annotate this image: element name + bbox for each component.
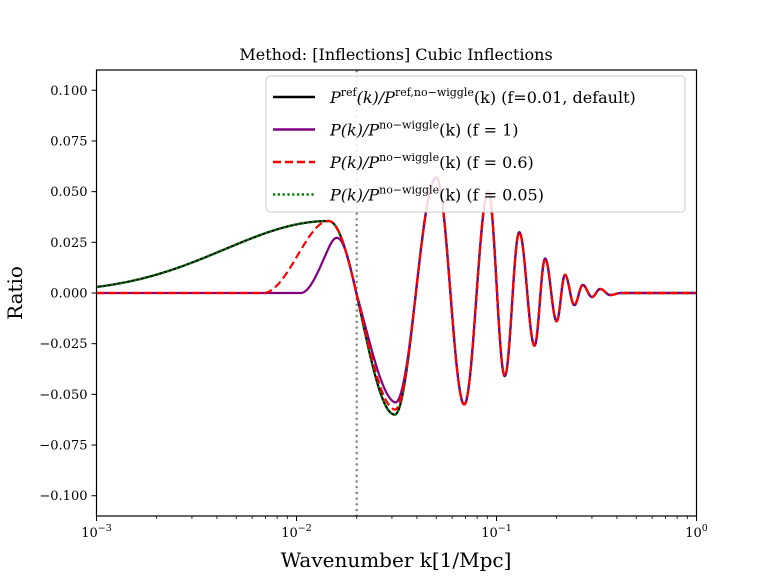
x-tick-label: 10−2 bbox=[281, 523, 312, 541]
chart-title: Method: [Inflections] Cubic Inflections bbox=[239, 45, 552, 64]
y-tick-label: 0.075 bbox=[50, 134, 87, 149]
y-tick-label: −0.050 bbox=[39, 388, 87, 403]
y-tick-label: 0.100 bbox=[50, 84, 87, 99]
y-tick-label: −0.025 bbox=[39, 337, 87, 352]
legend-label-2: P(k)/Pno−wiggle(k) (f = 0.6) bbox=[329, 151, 534, 172]
legend-label-0: Pref(k)/Pref,no−wiggle(k) (f=0.01, defau… bbox=[329, 86, 636, 107]
y-axis-label: Ratio bbox=[3, 266, 27, 320]
series-line-2 bbox=[96, 176, 697, 411]
x-axis-label: Wavenumber k[1/Mpc] bbox=[281, 548, 512, 572]
legend-label-1: P(k)/Pno−wiggle(k) (f = 1) bbox=[329, 119, 519, 140]
x-tick-label: 100 bbox=[685, 523, 708, 541]
legend-label-3: P(k)/Pno−wiggle(k) (f = 0.05) bbox=[329, 184, 544, 205]
x-tick-label: 10−1 bbox=[481, 523, 512, 541]
y-tick-label: 0.050 bbox=[50, 185, 87, 200]
y-tick-label: −0.075 bbox=[39, 439, 87, 454]
ticks: 0.100 0.075 0.050 0.025 0.000 −0.025 −0.050 −0.… bbox=[39, 84, 707, 541]
plot-frame bbox=[95, 69, 698, 517]
series-group bbox=[95, 176, 698, 416]
x-tick-label: 10−3 bbox=[81, 523, 112, 541]
legend: Pref(k)/Pref,no−wiggle(k) (f=0.01, defau… bbox=[265, 75, 686, 213]
y-tick-label: 0.025 bbox=[50, 236, 87, 251]
y-tick-label: 0.000 bbox=[50, 287, 87, 302]
legend-box bbox=[265, 75, 686, 213]
y-tick-label: −0.100 bbox=[39, 489, 87, 504]
